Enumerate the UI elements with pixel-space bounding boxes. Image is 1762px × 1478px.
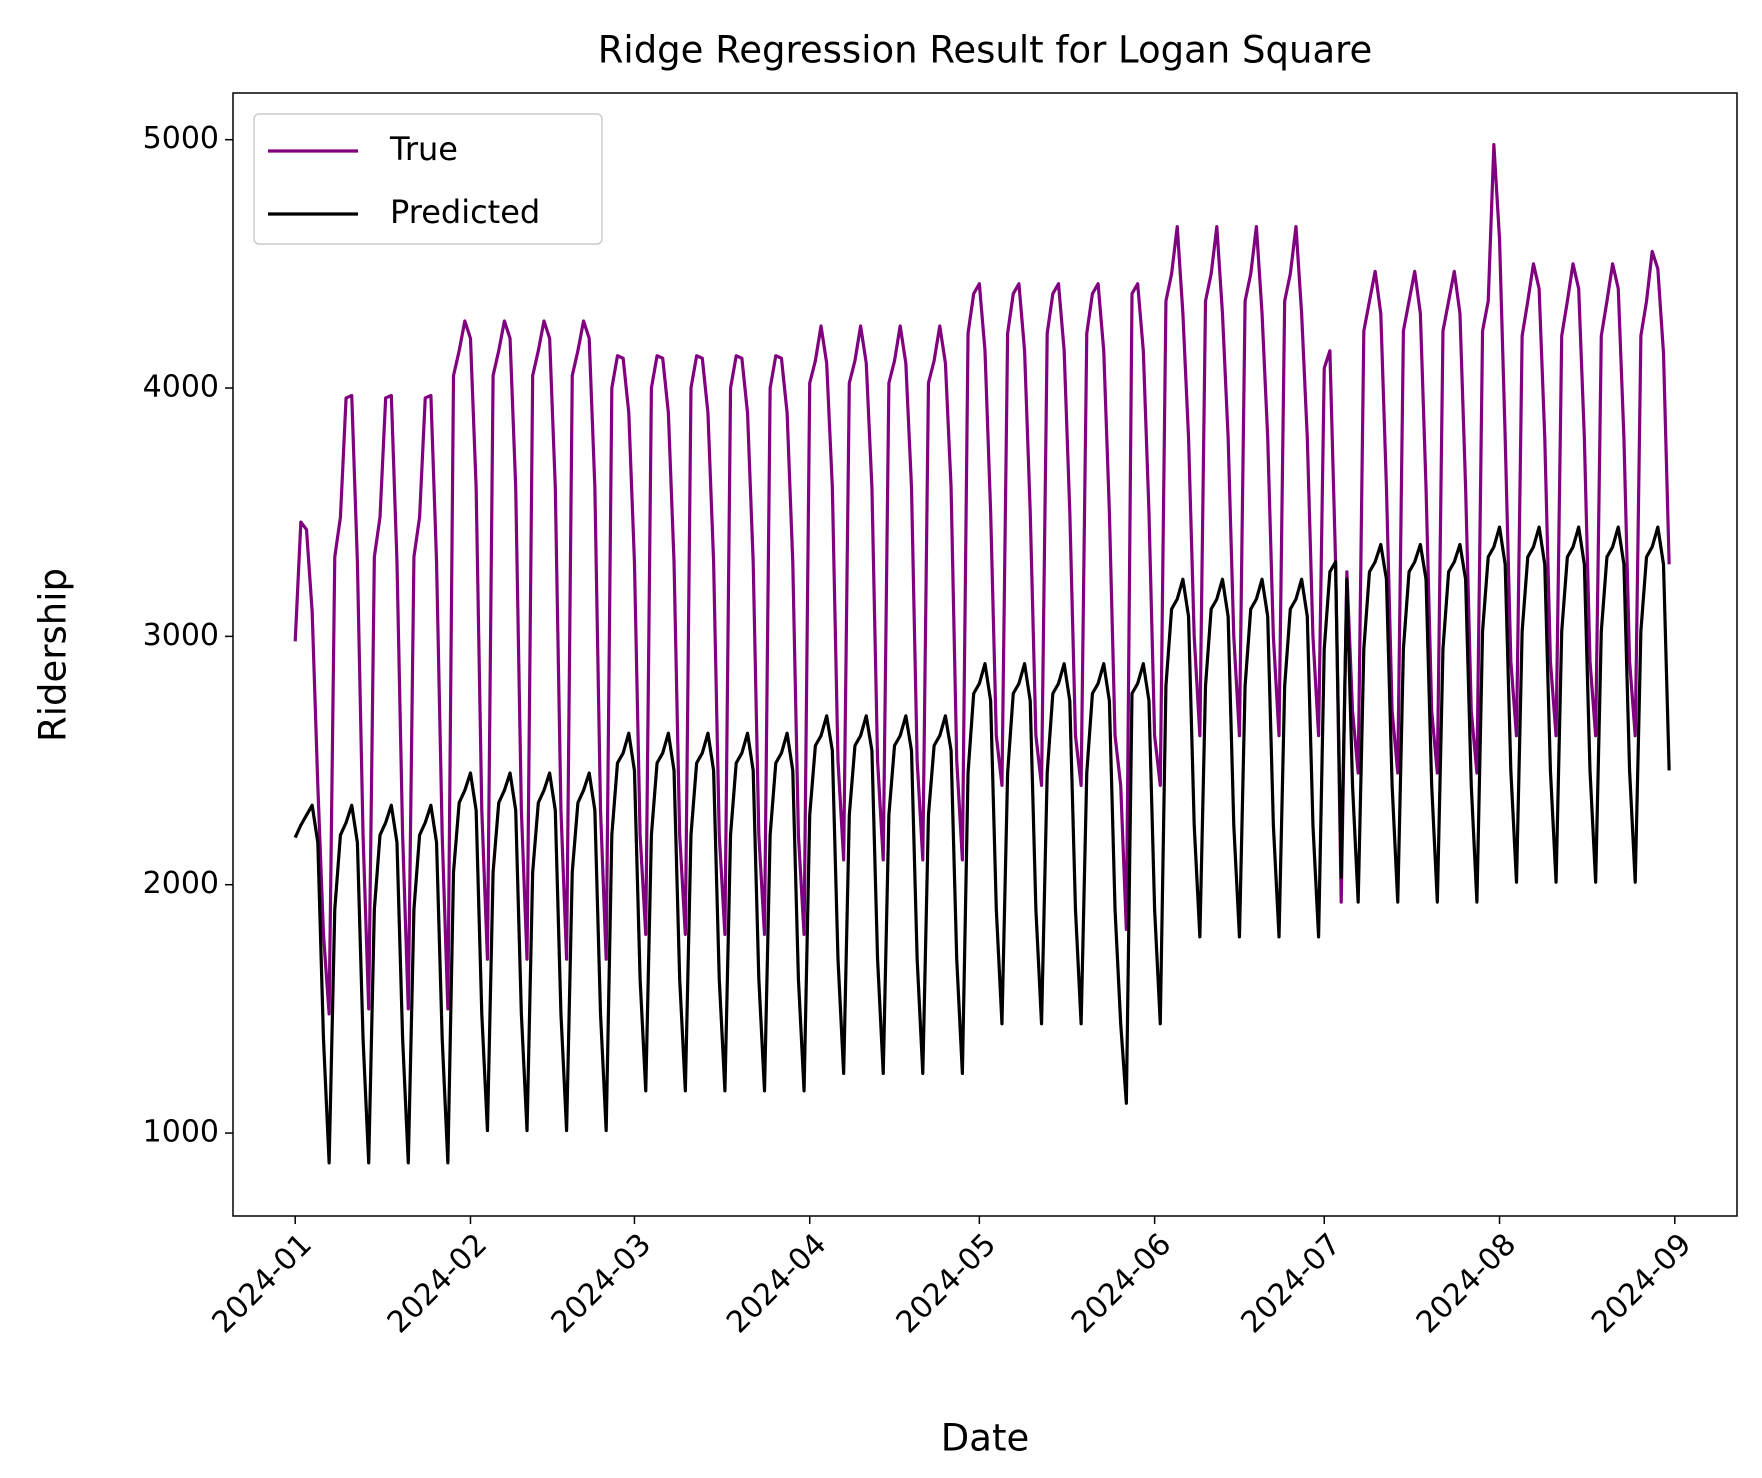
- y-tick-label: 4000: [143, 370, 219, 405]
- y-tick-label: 1000: [143, 1115, 219, 1150]
- legend-label: True: [389, 130, 458, 168]
- y-tick-label: 5000: [143, 121, 219, 156]
- y-axis-label: Ridership: [32, 568, 75, 742]
- x-tick-label: 2024-05: [890, 1227, 1003, 1340]
- y-tick-label: 2000: [143, 866, 219, 901]
- x-tick-label: 2024-09: [1585, 1227, 1698, 1340]
- x-tick-label: 2024-04: [720, 1227, 833, 1340]
- x-tick-label: 2024-03: [545, 1227, 658, 1340]
- x-tick-label: 2024-07: [1235, 1227, 1348, 1340]
- x-tick-label: 2024-01: [205, 1227, 318, 1340]
- y-tick-label: 3000: [143, 618, 219, 653]
- x-tick-label: 2024-02: [381, 1227, 494, 1340]
- plot-frame: [232, 92, 1738, 1217]
- x-tick-label: 2024-06: [1065, 1227, 1178, 1340]
- legend-box: [253, 113, 603, 245]
- chart-title: Ridge Regression Result for Logan Square: [598, 29, 1373, 72]
- x-axis-label: Date: [941, 1417, 1029, 1460]
- legend-label: Predicted: [390, 193, 540, 231]
- series-line: [293, 525, 1671, 1165]
- x-tick-label: 2024-08: [1410, 1227, 1523, 1340]
- series-line: [293, 143, 1671, 1016]
